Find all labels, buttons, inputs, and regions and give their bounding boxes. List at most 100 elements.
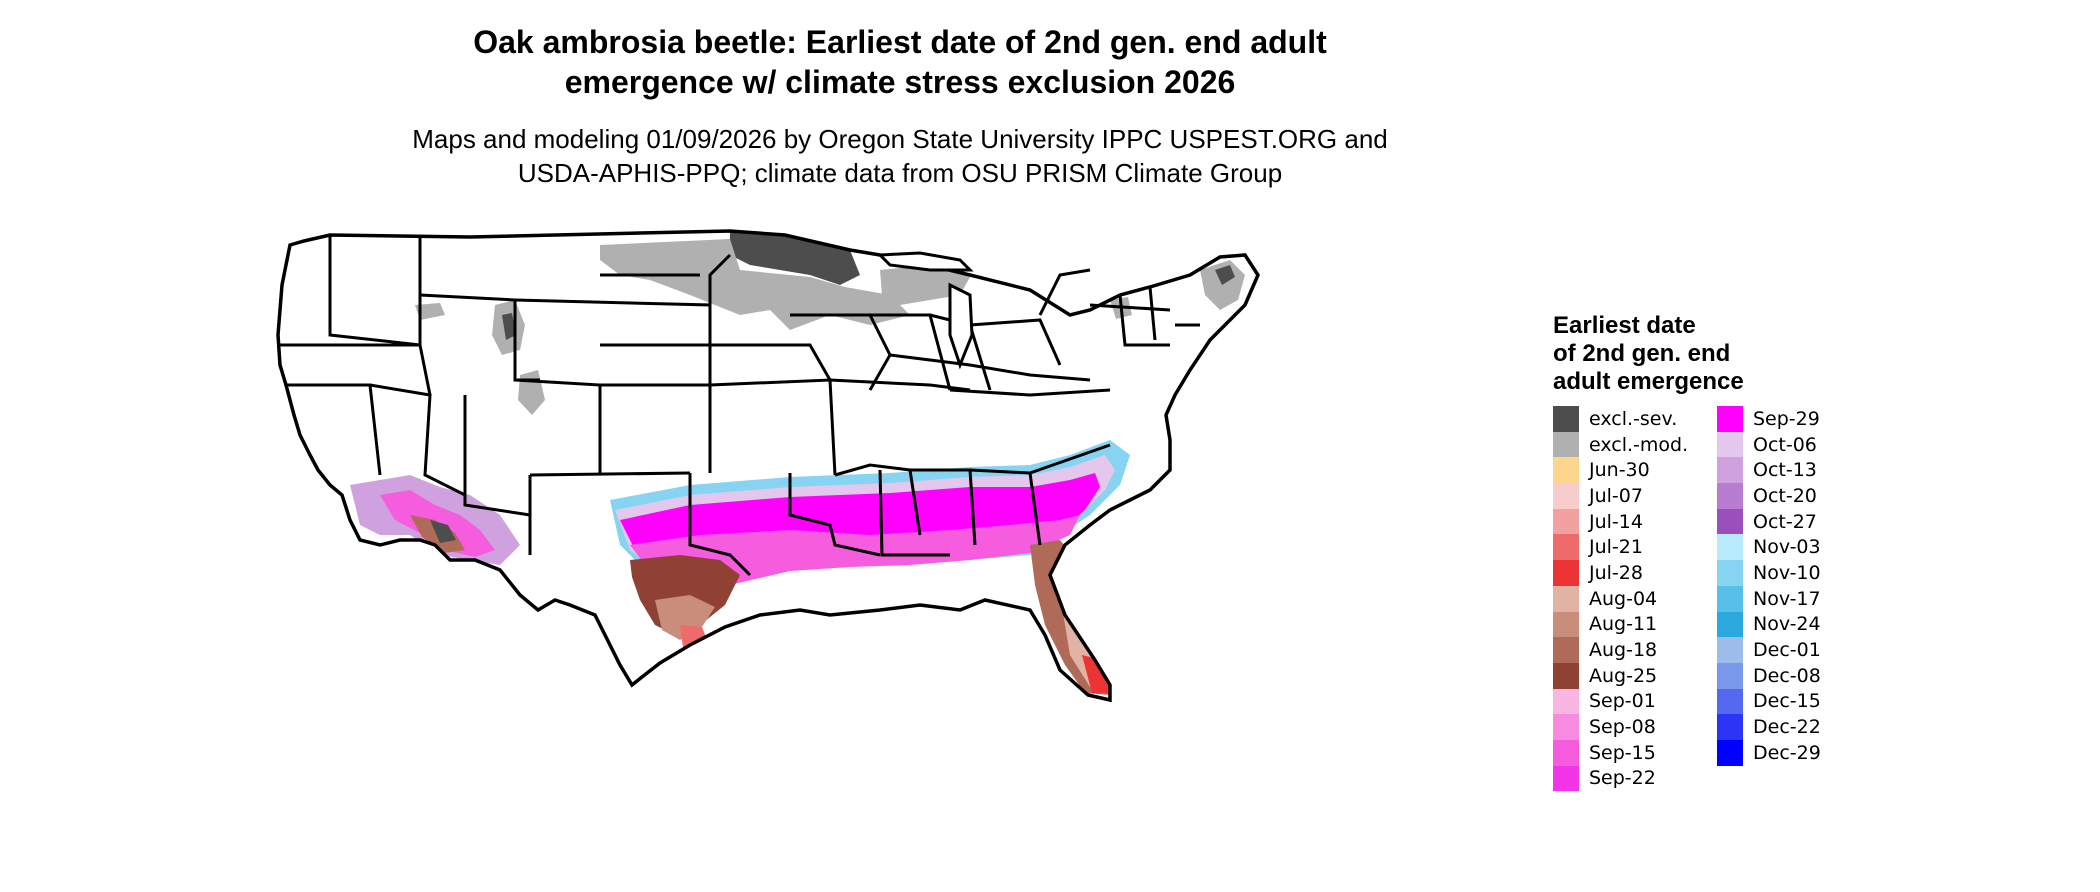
legend-swatch (1717, 534, 1743, 561)
zone-excl-sev-wyoming (502, 313, 516, 340)
legend-item: Oct-20 (1717, 483, 1869, 509)
legend-column-1: excl.-sev. excl.-mod. Jun-30 Jul-07 Jul-14 Ju… (1553, 406, 1705, 792)
legend-swatch (1553, 431, 1579, 458)
legend-label: Jun-30 (1589, 459, 1650, 482)
legend-label: Sep-15 (1589, 741, 1656, 764)
legend-swatch (1553, 739, 1579, 766)
zone-excl-sev-north (730, 231, 860, 285)
legend-item: excl.-mod. (1553, 431, 1705, 458)
legend-item: Dec-29 (1717, 739, 1869, 766)
legend-swatch (1717, 406, 1743, 432)
map-subtitle: Maps and modeling 01/09/2026 by Oregon S… (412, 124, 1388, 188)
legend-item: Aug-18 (1553, 637, 1705, 663)
legend-item: Aug-04 (1553, 585, 1705, 612)
legend-swatch (1717, 714, 1743, 740)
legend-item: Nov-24 (1717, 611, 1869, 638)
legend-item: Dec-22 (1717, 714, 1869, 740)
legend-swatch (1553, 508, 1579, 535)
us-map (276, 229, 1260, 703)
legend-columns: excl.-sev. excl.-mod. Jun-30 Jul-07 Jul-14 Ju… (1553, 406, 1953, 792)
legend-item: Jul-14 (1553, 508, 1705, 535)
legend-swatch (1553, 457, 1579, 484)
legend-item: Jun-30 (1553, 457, 1705, 484)
lake-superior (876, 251, 974, 272)
zone-excl-west (430, 520, 456, 543)
legend-swatch (1717, 739, 1743, 766)
legend-swatch (1553, 483, 1579, 509)
legend-item: Jul-07 (1553, 483, 1705, 509)
legend-swatch (1553, 585, 1579, 612)
legend-label: Dec-29 (1753, 741, 1821, 764)
legend-label: Jul-07 (1589, 484, 1643, 507)
legend-label: Aug-11 (1589, 613, 1658, 636)
legend-item: Jul-28 (1553, 560, 1705, 586)
legend-swatch (1717, 585, 1743, 612)
legend-swatch (1553, 534, 1579, 561)
legend-label: Oct-20 (1753, 484, 1817, 507)
legend-item: Oct-27 (1717, 508, 1869, 535)
zone-excl-sev-maine (1215, 265, 1235, 285)
legend-swatch (1553, 637, 1579, 663)
legend: Earliest date of 2nd gen. end adult emer… (1553, 312, 1953, 792)
legend-item: Nov-03 (1717, 534, 1869, 561)
legend-item: Sep-29 (1717, 406, 1869, 432)
legend-swatch (1717, 688, 1743, 715)
legend-label: Aug-04 (1589, 587, 1658, 610)
legend-label: Oct-13 (1753, 459, 1817, 482)
legend-label: Aug-25 (1589, 664, 1658, 687)
legend-swatch (1717, 662, 1743, 689)
map-title: Oak ambrosia beetle: Earliest date of 2n… (473, 24, 1327, 100)
legend-label: Sep-01 (1589, 690, 1656, 713)
legend-label: Dec-08 (1753, 664, 1821, 687)
legend-item: Dec-15 (1717, 688, 1869, 715)
legend-label: Oct-27 (1753, 510, 1817, 533)
zone-aug-texas (630, 555, 740, 635)
zone-excl-mod-michigan (880, 265, 970, 305)
legend-label: Nov-17 (1753, 587, 1821, 610)
legend-item: Oct-13 (1717, 457, 1869, 484)
legend-swatch (1717, 560, 1743, 586)
legend-label: Nov-10 (1753, 561, 1821, 584)
legend-swatch (1717, 637, 1743, 663)
state-boundaries (278, 235, 1200, 577)
legend-swatch (1717, 508, 1743, 535)
legend-item: Dec-01 (1717, 637, 1869, 663)
legend-swatch (1553, 611, 1579, 638)
legend-item: Aug-11 (1553, 611, 1705, 638)
legend-label: Sep-29 (1753, 407, 1820, 430)
legend-swatch (1553, 560, 1579, 586)
legend-item: Dec-08 (1717, 662, 1869, 689)
legend-label: Nov-03 (1753, 536, 1821, 559)
legend-column-2: Sep-29 Oct-06 Oct-13 Oct-20 Oct-27 Nov-03 Nov-… (1717, 406, 1869, 791)
legend-label: Nov-24 (1753, 613, 1821, 636)
legend-item: Nov-17 (1717, 585, 1869, 612)
legend-label: Oct-06 (1753, 433, 1817, 456)
legend-swatch (1717, 483, 1743, 509)
legend-item: Sep-08 (1553, 714, 1705, 740)
legend-label: excl.-mod. (1589, 433, 1689, 456)
legend-swatch (1553, 688, 1579, 715)
legend-label: Dec-15 (1753, 690, 1821, 713)
legend-item: Nov-10 (1717, 560, 1869, 586)
legend-item: Jul-21 (1553, 534, 1705, 561)
legend-item: Oct-06 (1717, 431, 1869, 458)
legend-label: Jul-28 (1589, 561, 1643, 584)
legend-item: Sep-01 (1553, 688, 1705, 715)
legend-label: Aug-18 (1589, 639, 1658, 662)
legend-swatch (1717, 611, 1743, 638)
zone-excl-mod-idaho (415, 303, 445, 320)
lake-michigan (948, 282, 974, 370)
zone-excl-mod-maine (1200, 260, 1245, 310)
legend-item: Sep-22 (1553, 765, 1705, 792)
legend-label: Jul-14 (1589, 510, 1643, 533)
legend-swatch (1553, 714, 1579, 740)
us-outline (276, 229, 1260, 703)
legend-item: Aug-25 (1553, 662, 1705, 689)
legend-label: excl.-sev. (1589, 407, 1678, 430)
legend-swatch (1553, 406, 1579, 432)
legend-label: Dec-01 (1753, 639, 1821, 662)
legend-label: Sep-22 (1589, 767, 1656, 790)
legend-title: Earliest date of 2nd gen. end adult emer… (1553, 312, 1744, 395)
legend-label: Jul-21 (1589, 536, 1643, 559)
legend-swatch (1717, 431, 1743, 458)
